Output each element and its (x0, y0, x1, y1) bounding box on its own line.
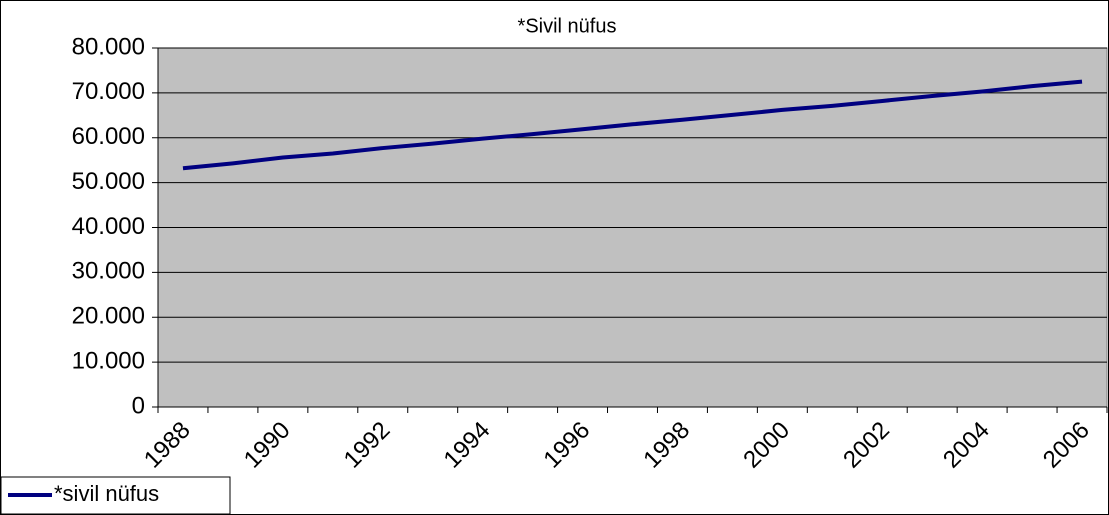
legend-box (0, 476, 231, 515)
y-tick-label: 0 (132, 392, 145, 419)
y-tick-label: 40.000 (72, 213, 145, 240)
y-tick-label: 80.000 (72, 33, 145, 60)
chart-title: *Sivil nüfus (518, 15, 617, 37)
y-tick-label: 60.000 (72, 123, 145, 150)
y-tick-label: 50.000 (72, 168, 145, 195)
legend-label: *sivil nüfus (54, 481, 159, 506)
y-tick-label: 20.000 (72, 303, 145, 330)
y-tick-label: 70.000 (72, 78, 145, 105)
y-tick-label: 30.000 (72, 258, 145, 285)
line-series (182, 79, 1083, 171)
y-tick-label: 10.000 (72, 347, 145, 374)
